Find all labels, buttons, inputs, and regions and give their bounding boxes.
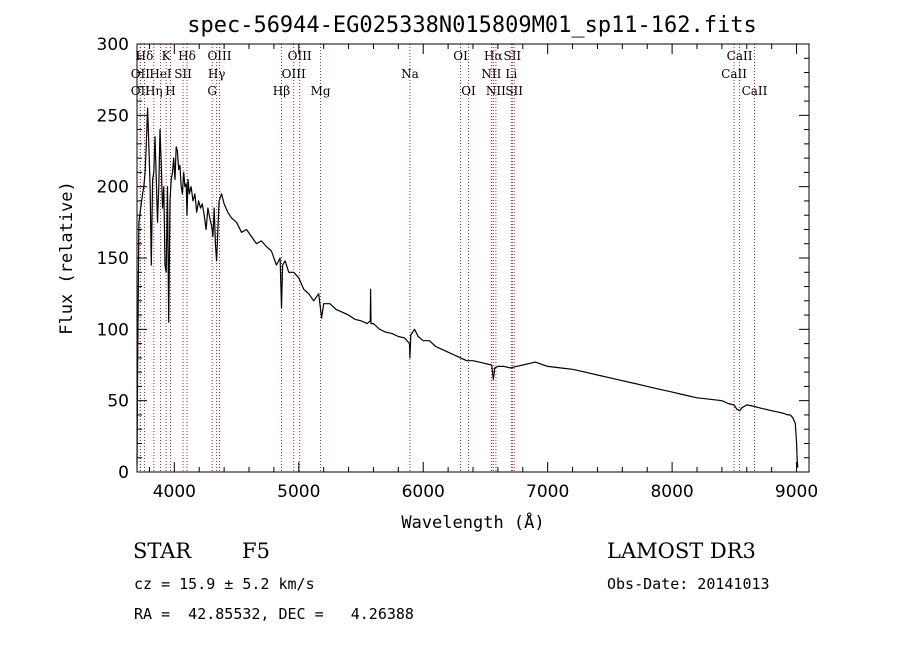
marker-label-14: OIII (282, 67, 306, 81)
chart-title: spec-56944-EG025338N015809M01_sp11-162.f… (187, 13, 757, 38)
plot-frame (136, 43, 810, 473)
marker-label-22: Li (505, 67, 517, 81)
marker-label-24: SII (505, 84, 523, 98)
marker-label-3: Hη (145, 84, 163, 98)
marker-label-12: Hβ (273, 84, 290, 98)
marker-label-13: OIII (288, 49, 312, 63)
marker-label-20: SII (503, 49, 521, 63)
marker-label-18: OI (461, 84, 476, 98)
marker-label-2: OII (131, 84, 151, 98)
survey-name: LAMOST DR3 (607, 539, 756, 563)
marker-label-16: Na (401, 67, 419, 81)
x-axis-label: Wavelength (Å) (401, 511, 544, 533)
marker-label-6: H (165, 84, 175, 98)
object-class: STAR (133, 539, 192, 563)
marker-label-23: NII (486, 84, 506, 98)
marker-label-4: K (162, 49, 172, 63)
y-tick-label-50: 50 (107, 392, 129, 412)
x-tick-label-8000: 8000 (650, 482, 693, 502)
series-group (136, 107, 799, 468)
marker-label-21: NII (481, 67, 501, 81)
y-tick-label-300: 300 (97, 35, 129, 55)
y-tick-label-250: 250 (97, 106, 129, 126)
marker-label-25: CaII (727, 49, 753, 63)
marker-label-19: Hα (484, 49, 503, 63)
object-subclass: F5 (242, 539, 270, 563)
y-tick-label-100: 100 (97, 320, 129, 340)
marker-label-0: Hδ (136, 49, 154, 63)
x-tick-label-6000: 6000 (402, 482, 445, 502)
marker-label-17: OI (453, 49, 468, 63)
marker-label-8: Hδ (178, 49, 196, 63)
axis-ticks: 4000 5000 6000 7000 8000 9000 0 50 100 150 200 250 3… (97, 35, 819, 502)
observation-date: Obs-Date: 20141013 (607, 575, 770, 593)
marker-label-7: SII (174, 67, 192, 81)
y-tick-label-0: 0 (118, 463, 129, 483)
y-tick-label-200: 200 (97, 178, 129, 198)
x-tick-label-5000: 5000 (277, 482, 320, 502)
x-tick-label-9000: 9000 (775, 482, 818, 502)
x-tick-label-4000: 4000 (153, 482, 196, 502)
marker-label-10: Hγ (208, 67, 226, 81)
coordinates-readout: RA = 42.85532, DEC = 4.26388 (134, 605, 414, 623)
marker-label-5: HeI (149, 67, 172, 81)
marker-label-27: CaII (742, 84, 768, 98)
y-tick-label-150: 150 (97, 249, 129, 269)
redshift-readout: cz = 15.9 ± 5.2 km/s (134, 575, 315, 593)
marker-label-26: CaII (721, 67, 747, 81)
marker-label-9: OIII (207, 49, 231, 63)
x-tick-label-7000: 7000 (526, 482, 569, 502)
marker-label-11: G (207, 84, 217, 98)
y-axis-label: Flux (relative) (57, 181, 77, 335)
series-line-spectrum (136, 107, 799, 468)
marker-label-15: Mg (311, 84, 331, 98)
